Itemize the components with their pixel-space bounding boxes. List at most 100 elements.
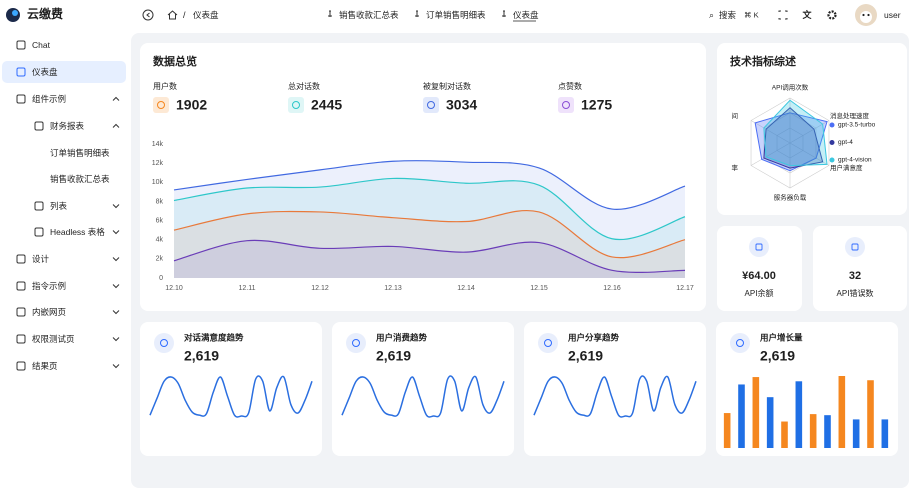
menu-item[interactable]: 结果页 bbox=[32, 361, 58, 371]
menu-chevron bbox=[112, 337, 120, 342]
tab-pin bbox=[415, 10, 419, 17]
language-button[interactable]: 文 bbox=[801, 9, 812, 20]
menu-item[interactable]: 组件示例 bbox=[32, 94, 66, 104]
radar-indicator: 服务器负载 bbox=[774, 193, 807, 202]
stat-label: 被复制对话数 bbox=[423, 81, 471, 91]
y-tick-label: 8k bbox=[156, 198, 164, 205]
menu-icon bbox=[34, 201, 44, 211]
breadcrumb[interactable]: 仪表盘 bbox=[193, 10, 219, 20]
legend-marker bbox=[829, 122, 835, 128]
radar-spoke bbox=[750, 142, 791, 166]
api-label: API错误数 bbox=[837, 288, 874, 298]
radar-area bbox=[763, 99, 828, 167]
radar-indicator: 消息处理速度 bbox=[830, 111, 870, 120]
radar-indicator: 率 bbox=[732, 163, 739, 172]
stat-value: 2445 bbox=[311, 97, 342, 113]
area-fill bbox=[174, 160, 685, 278]
area-fill bbox=[174, 178, 685, 278]
trend-card bbox=[332, 322, 514, 456]
trend-icon bbox=[544, 339, 552, 347]
tab[interactable]: 销售收款汇总表 bbox=[339, 10, 399, 20]
x-tick-label: 12.10 bbox=[165, 285, 183, 292]
x-tick-label: 12.14 bbox=[457, 285, 475, 292]
user-name[interactable]: user bbox=[884, 10, 901, 20]
radar-indicator: API调用次数 bbox=[772, 83, 809, 92]
menu-item[interactable]: 财务报表 bbox=[50, 121, 85, 131]
menu-item[interactable]: 指令示例 bbox=[32, 281, 66, 291]
y-tick-label: 12k bbox=[152, 160, 164, 167]
area-fill bbox=[174, 240, 685, 278]
menu-item[interactable]: Headless 表格 bbox=[50, 227, 105, 237]
radar-spoke bbox=[750, 120, 791, 144]
x-tick-label: 12.17 bbox=[676, 285, 694, 292]
bar bbox=[852, 419, 860, 448]
menu-item[interactable]: 仪表盘 bbox=[32, 67, 58, 77]
fullscreen-button[interactable] bbox=[778, 10, 788, 20]
stat-value: 1902 bbox=[176, 97, 207, 113]
stat-icon bbox=[153, 97, 169, 113]
trend-card bbox=[716, 322, 898, 456]
home-icon[interactable] bbox=[167, 10, 178, 20]
legend-label: gpt-4 bbox=[838, 139, 853, 146]
trend-value: 2,619 bbox=[376, 348, 411, 364]
bar bbox=[738, 384, 745, 448]
y-tick-label: 2k bbox=[156, 256, 164, 263]
api-value: ¥64.00 bbox=[742, 270, 776, 282]
avatar bbox=[860, 11, 872, 23]
trend-title: 用户分享趋势 bbox=[567, 332, 620, 342]
menu-item[interactable]: 列表 bbox=[50, 201, 68, 211]
trend-icon bbox=[736, 339, 744, 347]
trend-value: 2,619 bbox=[568, 348, 603, 364]
stat-value: 3034 bbox=[446, 97, 477, 113]
api-icon bbox=[755, 243, 763, 251]
search[interactable]: 搜索 bbox=[719, 10, 736, 20]
menu-item[interactable]: 内嵌网页 bbox=[32, 307, 66, 317]
trend-card bbox=[140, 322, 322, 456]
menu-icon bbox=[16, 254, 26, 264]
menu-icon bbox=[16, 361, 26, 371]
logo-text: 云缴费 bbox=[27, 6, 63, 21]
series-line bbox=[173, 177, 686, 241]
search-icon: ⌕ bbox=[709, 10, 714, 20]
trend-value: 2,619 bbox=[760, 348, 795, 364]
area-fill bbox=[174, 210, 685, 278]
y-tick-label: 4k bbox=[156, 237, 164, 244]
menu-chevron bbox=[112, 257, 120, 262]
tab[interactable]: 仪表盘 bbox=[513, 10, 539, 20]
menu-item[interactable]: Chat bbox=[32, 40, 51, 50]
tab-pin bbox=[328, 10, 332, 17]
trend-line bbox=[533, 375, 697, 418]
menu-chevron bbox=[112, 310, 120, 315]
trend-card bbox=[524, 322, 706, 456]
x-tick-label: 12.12 bbox=[311, 285, 329, 292]
menu-item[interactable]: 权限测试页 bbox=[32, 334, 75, 344]
menu-item[interactable]: 订单销售明细表 bbox=[50, 148, 110, 158]
stat-value: 1275 bbox=[581, 97, 612, 113]
stat-label: 点赞数 bbox=[558, 81, 582, 91]
x-tick-label: 12.13 bbox=[384, 285, 402, 292]
tab[interactable]: 订单销售明细表 bbox=[426, 10, 486, 20]
active-menu-bg bbox=[2, 61, 126, 83]
stat-label: 总对话数 bbox=[288, 81, 320, 91]
api-icon bbox=[749, 237, 769, 257]
api-icon bbox=[845, 237, 865, 257]
bar bbox=[824, 415, 831, 448]
x-tick-label: 12.15 bbox=[530, 285, 548, 292]
tab-pin bbox=[502, 10, 506, 17]
menu-icon bbox=[16, 334, 26, 344]
menu-item[interactable]: 销售收款汇总表 bbox=[50, 174, 110, 184]
trend-value: 2,619 bbox=[184, 348, 219, 364]
stat-icon bbox=[558, 97, 574, 113]
api-card bbox=[813, 226, 907, 311]
x-tick-label: 12.16 bbox=[603, 285, 621, 292]
trend-title: 用户消费趋势 bbox=[375, 332, 428, 342]
logo-icon bbox=[12, 10, 18, 16]
bar bbox=[795, 381, 803, 448]
menu-item[interactable]: 设计 bbox=[32, 254, 50, 264]
back-arrow bbox=[146, 12, 150, 18]
settings-button[interactable] bbox=[827, 10, 837, 20]
trend-line bbox=[149, 375, 313, 418]
back-button[interactable] bbox=[142, 9, 154, 21]
trend-title: 用户增长量 bbox=[759, 332, 803, 342]
